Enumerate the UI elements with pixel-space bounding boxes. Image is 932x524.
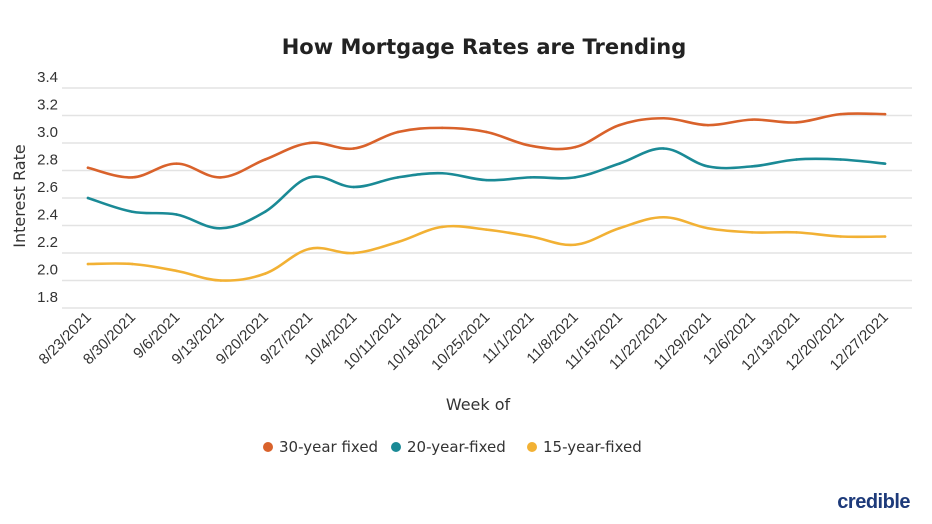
data-point [86,166,90,170]
data-point [130,176,134,179]
data-point [440,171,444,175]
legend: 30-year fixed 20-year-fixed 15-year-fixed [263,438,642,456]
data-point [662,147,665,150]
data-point [485,228,488,231]
data-point [706,123,710,127]
y-tick-label: 2.0 [37,262,58,279]
data-point [352,147,355,150]
data-point [440,225,444,229]
data-point [175,213,178,216]
data-point [573,243,577,247]
data-point [485,130,488,134]
y-axis-label: Interest Rate [10,144,29,247]
data-point [219,176,223,179]
data-point [130,262,134,266]
y-tick-label: 3.0 [37,124,58,141]
data-point [706,226,710,230]
y-axis-ticks: 3.4 3.2 3.0 2.8 2.6 2.4 2.2 2.0 1.8 [37,69,58,306]
y-tick-label: 1.8 [37,289,58,306]
y-tick-label: 3.2 [37,97,58,114]
data-point [529,144,533,148]
y-tick-label: 2.2 [37,234,58,251]
data-point [396,176,400,179]
data-point [839,158,843,161]
data-point [130,210,134,214]
data-point [706,165,710,168]
data-point [750,165,754,168]
data-point [750,118,754,121]
legend-label: 15-year-fixed [543,438,642,456]
chart-title: How Mortgage Rates are Trending [282,35,687,59]
data-point [86,196,90,200]
y-tick-label: 2.6 [37,179,58,196]
legend-item: 15-year-fixed [527,438,642,456]
data-point [352,185,355,189]
data-point [573,145,577,149]
y-tick-label: 3.4 [37,69,58,86]
data-point [175,269,178,273]
data-point [839,235,843,238]
data-point [396,130,400,134]
data-point [750,231,754,234]
data-point [263,158,267,161]
data-point [86,262,90,266]
data-point [396,240,400,244]
data-point [573,176,577,179]
data-point [263,210,267,214]
legend-label: 30-year fixed [279,438,378,456]
legend-label: 20-year-fixed [407,438,506,456]
data-point [795,231,798,234]
data-point [618,162,621,165]
data-point [440,126,444,130]
data-point [839,112,843,116]
legend-item: 30-year fixed [263,438,378,456]
data-point [219,279,223,282]
data-point [618,123,621,127]
data-point [795,158,798,161]
y-tick-label: 2.4 [37,207,58,224]
data-point [883,235,887,238]
credible-logo: credible [837,491,910,513]
data-point [219,226,223,230]
legend-marker-icon [263,442,273,452]
data-point [308,176,311,179]
data-point [352,251,355,255]
legend-marker-icon [391,442,401,452]
legend-item: 20-year-fixed [391,438,506,456]
data-point [662,215,665,219]
series-line-0 [86,112,887,179]
data-point [175,162,178,165]
x-axis-ticks: 8/23/20218/30/20219/6/20219/13/20219/20/… [36,309,892,374]
x-axis-label: Week of [446,395,511,414]
data-point [308,141,311,145]
data-point [485,178,488,182]
legend-marker-icon [527,442,537,452]
data-point [308,247,311,251]
data-point [618,226,621,230]
data-point [529,176,533,179]
series-line-1 [86,147,887,230]
series-lines [86,112,887,282]
data-point [883,162,887,165]
data-point [883,112,887,116]
y-tick-label: 2.8 [37,152,58,169]
data-point [529,235,533,238]
data-point [662,116,665,120]
data-point [795,121,798,124]
data-point [263,272,267,275]
